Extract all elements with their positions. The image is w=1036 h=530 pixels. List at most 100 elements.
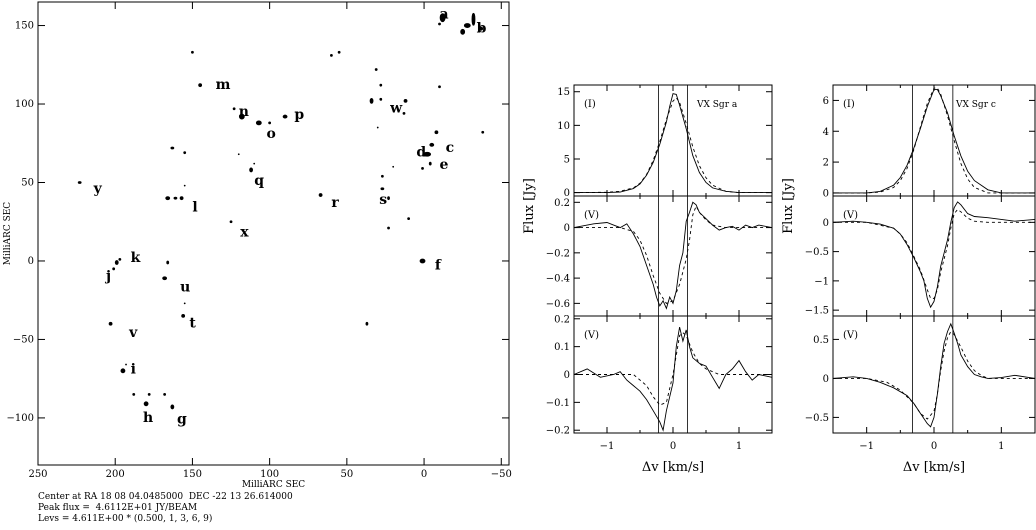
maser-spot <box>181 313 186 318</box>
maser-spot <box>434 130 439 135</box>
maser-spot <box>249 167 254 173</box>
maser-label-c: c <box>446 140 455 156</box>
maser-spot <box>179 196 184 201</box>
maser-spot <box>232 107 236 111</box>
spectrum-ytick-label: 0.2 <box>554 198 570 209</box>
maser-spot <box>481 130 485 134</box>
observed-curve <box>833 89 1035 194</box>
maser-label-i: i <box>131 361 136 377</box>
maser-spot <box>460 28 466 35</box>
maser-spot <box>387 226 390 230</box>
spectrum-ytick-label: 0 <box>564 188 570 199</box>
spectrum-ytick-label: −1.5 <box>805 306 829 317</box>
maser-label-j: j <box>104 269 111 285</box>
maser-spot <box>112 267 116 271</box>
maser-spot <box>282 114 288 119</box>
spectrum-ytick-label: 0 <box>823 218 829 229</box>
maser-spot <box>403 98 408 103</box>
maser-spot <box>330 53 333 57</box>
maser-label-x: x <box>240 225 249 241</box>
spectrum-xtick-label: 0 <box>670 441 676 452</box>
spectrum-ytick-label: 6 <box>823 96 829 107</box>
maser-spot <box>143 401 149 407</box>
maser-label-g: g <box>177 411 187 427</box>
stokes-tag: (I) <box>584 99 596 110</box>
maser-spot <box>183 151 187 155</box>
map-frame <box>37 1 510 466</box>
maser-spot <box>162 276 168 281</box>
map-xtick-label: 150 <box>183 469 202 480</box>
maser-spot <box>170 404 175 410</box>
maser-spot <box>380 187 385 191</box>
spectrum-ytick-label: 10 <box>557 121 570 132</box>
maser-spot <box>238 113 245 120</box>
stokes-tag: (V) <box>584 210 599 221</box>
maser-label-m: m <box>216 77 231 93</box>
maser-spot <box>438 85 441 89</box>
map-xtick-label: 50 <box>340 469 353 480</box>
map-ytick-label: 150 <box>15 21 34 32</box>
map-ylabel: MilliARC SEC <box>3 202 13 265</box>
maser-spot <box>387 196 390 201</box>
model-curve <box>574 205 772 304</box>
maser-label-e: e <box>440 157 449 173</box>
map-ytick-label: 50 <box>21 177 34 188</box>
spectrum-title: VX Sgr c <box>955 100 996 110</box>
maser-spot <box>471 12 476 26</box>
maser-spot <box>379 83 383 87</box>
maser-label-s: s <box>379 192 387 208</box>
footer-peak-flux: Peak flux = 4.6112E+01 JY/BEAM <box>38 503 198 513</box>
maser-label-q: q <box>254 173 264 189</box>
maser-spot <box>402 112 406 115</box>
maser-spot <box>165 196 171 201</box>
maser-label-w: w <box>389 101 403 117</box>
spectrum-ytick-label: 0 <box>823 188 829 199</box>
map-xtick-label: 100 <box>260 469 279 480</box>
spectrum-ytick-label: 0.5 <box>813 335 829 346</box>
maser-label-n: n <box>239 104 249 120</box>
spectrum-ytick-label: 0.1 <box>554 342 570 353</box>
stokes-tag: (V) <box>843 210 858 221</box>
stokes-tag: (V) <box>843 330 858 341</box>
maser-spot <box>479 26 484 31</box>
model-curve <box>833 208 1035 299</box>
maser-spot <box>374 68 378 71</box>
maser-label-l: l <box>192 200 197 216</box>
maser-label-f: f <box>435 258 442 274</box>
maser-label-b: b <box>477 21 487 37</box>
maser-spot <box>423 151 432 157</box>
stokes-tag: (I) <box>843 99 855 110</box>
maser-spot <box>365 321 369 326</box>
spectrum-frame <box>573 315 773 434</box>
spectrum-ytick-label: 4 <box>823 127 829 138</box>
maser-label-r: r <box>331 195 339 211</box>
vlbi-map: 250 200 150 100 50 0 −50 150 100 50 0 −50 −100 MilliA… <box>3 1 512 490</box>
spectrum-ytick-label: −0.6 <box>546 299 570 310</box>
maser-spot <box>376 126 379 129</box>
observed-curve <box>573 326 773 432</box>
maser-spot <box>255 120 262 126</box>
maser-spot <box>120 368 126 374</box>
spectrum-ylabel: Flux [Jy] <box>781 178 796 234</box>
maser-label-o: o <box>267 126 276 142</box>
spectrum-ytick-label: −0.5 <box>805 247 829 258</box>
maser-spot <box>166 260 170 265</box>
spectrum-ytick-label: 5 <box>564 155 570 166</box>
maser-spot <box>268 121 272 125</box>
spectrum-ytick-label: 0 <box>564 223 570 234</box>
maser-spot <box>337 50 341 54</box>
maser-spot <box>463 23 471 28</box>
maser-spot <box>429 142 435 147</box>
map-xtick-label: −50 <box>491 469 512 480</box>
maser-spot <box>108 321 113 326</box>
maser-spot <box>125 363 127 366</box>
footer-center: Center at RA 18 08 04.0485000 DEC -22 13… <box>38 492 293 502</box>
maser-spot <box>318 193 323 197</box>
maser-spot <box>229 220 233 224</box>
maser-label-p: p <box>294 107 304 123</box>
maser-label-a: a <box>440 7 449 23</box>
spectrum-frame <box>573 195 773 317</box>
maser-label-h: h <box>143 410 153 426</box>
spectrum-ytick-label: −0.5 <box>805 413 829 424</box>
